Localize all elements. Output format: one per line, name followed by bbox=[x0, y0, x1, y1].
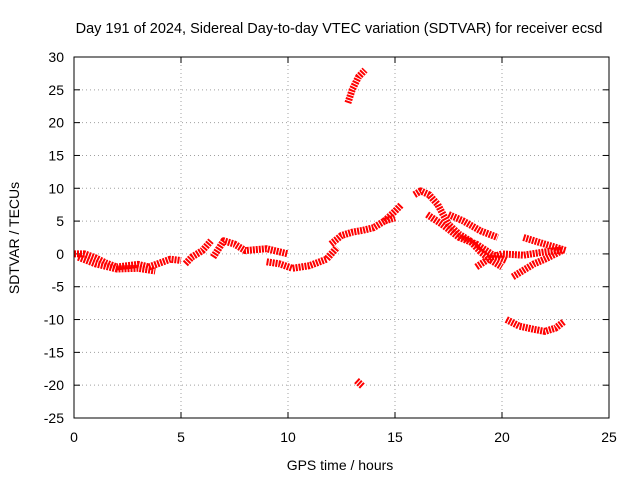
trace-arc-8 bbox=[412, 187, 504, 270]
trace-arc-10 bbox=[447, 211, 499, 241]
y-tick-label: -15 bbox=[44, 344, 64, 360]
trace-arc-9 bbox=[425, 211, 508, 264]
x-tick-label: 10 bbox=[280, 429, 296, 445]
x-tick-label: 20 bbox=[494, 429, 510, 445]
trace-arc-12 bbox=[510, 247, 564, 280]
x-axis-label: GPS time / hours bbox=[287, 457, 394, 473]
chart-title: Day 191 of 2024, Sidereal Day-to-day VTE… bbox=[76, 21, 603, 37]
trace-arc-14 bbox=[504, 316, 567, 335]
trace-arc-3 bbox=[182, 238, 214, 267]
y-tick-label: 5 bbox=[56, 213, 64, 229]
trace-arc-4 bbox=[210, 237, 289, 260]
trace-arc-1 bbox=[74, 250, 182, 271]
trace-arc-16 bbox=[354, 378, 366, 390]
trace-arc-11 bbox=[474, 246, 563, 270]
trace-arc-15 bbox=[344, 67, 368, 104]
plot-traces bbox=[74, 67, 568, 390]
x-tick-label: 5 bbox=[177, 429, 185, 445]
y-tick-label: 20 bbox=[48, 115, 64, 131]
trace-arc-2 bbox=[77, 253, 156, 275]
y-tick-label: 10 bbox=[48, 180, 64, 196]
x-tick-label: 25 bbox=[601, 429, 617, 445]
y-tick-label: -20 bbox=[44, 377, 64, 393]
y-tick-label: -5 bbox=[52, 279, 65, 295]
trace-arc-7 bbox=[381, 202, 404, 224]
grid bbox=[74, 57, 609, 418]
y-tick-label: -25 bbox=[44, 410, 64, 426]
y-tick-label: -10 bbox=[44, 312, 64, 328]
x-tick-label: 0 bbox=[70, 429, 78, 445]
plot-frame bbox=[73, 56, 610, 419]
x-tick-label: 15 bbox=[387, 429, 403, 445]
y-tick-label: 15 bbox=[48, 147, 64, 163]
trace-arc-6 bbox=[328, 214, 397, 247]
y-tick-label: 0 bbox=[56, 246, 64, 262]
y-tick-label: 30 bbox=[48, 49, 64, 65]
trace-arc-5 bbox=[266, 244, 340, 272]
axis-tick-labels: 0 5 10 15 20 25 -25 -20 -15 -10 -5 0 5 10 15 20 25 30 bbox=[44, 49, 617, 445]
trace-arc-13 bbox=[522, 234, 568, 254]
y-tick-label: 25 bbox=[48, 82, 64, 98]
y-axis-label: SDTVAR / TECUs bbox=[6, 182, 22, 294]
